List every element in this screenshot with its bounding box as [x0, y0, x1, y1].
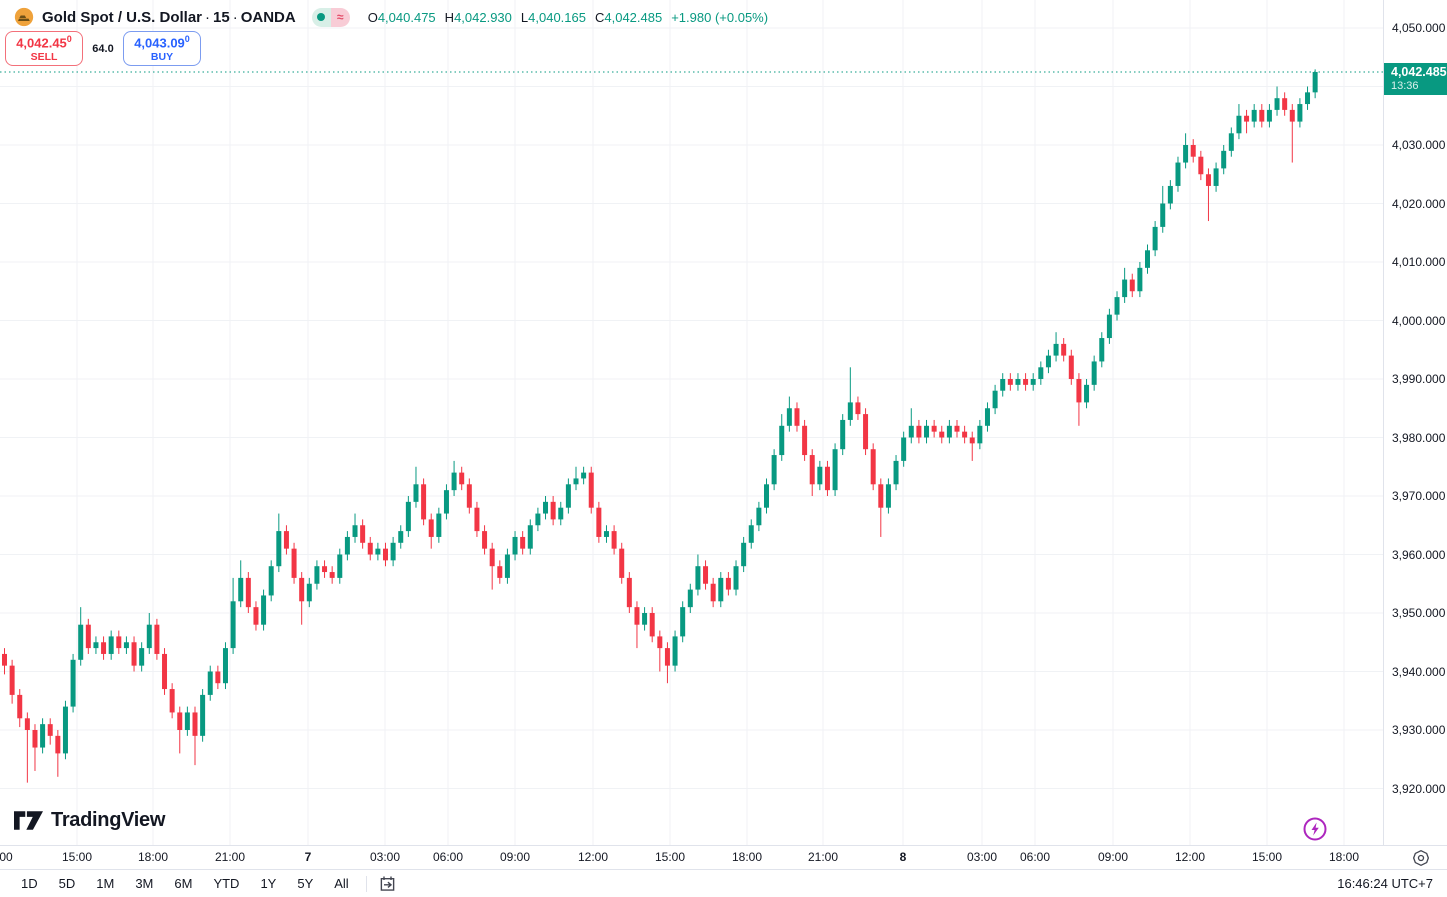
- time-tick-label: 12:00: [1174, 850, 1206, 864]
- price-tick-label: 3,960.000: [1392, 547, 1446, 562]
- price-tick-label: 3,940.000: [1392, 664, 1446, 679]
- range-button-1m[interactable]: 1M: [96, 876, 115, 891]
- tradingview-logo-icon: [14, 811, 43, 830]
- gold-coin-icon: [14, 7, 34, 27]
- range-button-all[interactable]: All: [334, 876, 349, 891]
- range-button-5y[interactable]: 5Y: [297, 876, 314, 891]
- range-button-1y[interactable]: 1Y: [260, 876, 277, 891]
- sell-button[interactable]: 4,042.450 SELL: [5, 31, 83, 66]
- time-tick-label: 09:00: [1097, 850, 1129, 864]
- market-open-icon[interactable]: [311, 7, 331, 27]
- buy-price: 4,043.090: [134, 33, 190, 51]
- time-tick-label: 18:00: [137, 850, 169, 864]
- candlestick-chart[interactable]: [0, 0, 1383, 845]
- time-tick-label: 18:00: [731, 850, 763, 864]
- sell-price: 4,042.450: [16, 33, 72, 51]
- spread-value: 64.0: [92, 42, 114, 55]
- time-tick-label: 06:00: [432, 850, 464, 864]
- price-tick-label: 4,010.000: [1392, 255, 1446, 269]
- tradingview-logo[interactable]: TradingView: [14, 809, 165, 832]
- price-tick-label: 3,920.000: [1392, 781, 1446, 796]
- time-tick-label: 03:00: [369, 850, 401, 864]
- toolbar-divider: [365, 875, 367, 892]
- price-tick-label: 4,020.000: [1392, 196, 1446, 211]
- boost-flash-icon[interactable]: [1302, 816, 1328, 842]
- time-tick-label: 06:00: [1019, 850, 1051, 864]
- time-tick-label: 15:00: [1251, 850, 1283, 864]
- price-axis[interactable]: 4,042.485 13:36 3,920.000 3,930.000 3,940.…: [1383, 0, 1447, 845]
- range-button-ytd[interactable]: YTD: [213, 876, 240, 891]
- range-buttons: 1D 5D 1M 3M 6M YTD 1Y 5Y All: [14, 874, 356, 893]
- price-tick-label: 3,980.000: [1392, 430, 1446, 445]
- ohlc-readout: O4,040.475 H4,042.930 L4,040.165 C4,042.…: [367, 9, 769, 25]
- tradingview-logo-text: TradingView: [51, 809, 166, 831]
- chart-region[interactable]: Gold Spot / U.S. Dollar · 15 · OANDA ≈ O4,04…: [0, 0, 1383, 845]
- time-tick-label: 18:00: [1328, 850, 1360, 864]
- time-axis[interactable]: 00 15:00 18:00 21:00 7 03:00 06:00 09:00 12:00 15…: [0, 845, 1447, 869]
- range-button-6m[interactable]: 6M: [174, 876, 193, 891]
- time-tick-label: 21:00: [807, 850, 839, 864]
- price-tick-label: 4,030.000: [1392, 138, 1446, 152]
- price-tick-label: 3,950.000: [1392, 606, 1446, 620]
- bar-countdown: 13:36: [1391, 79, 1419, 92]
- change-value: +1.980 (+0.05%): [671, 9, 769, 25]
- time-tick-label: 00: [0, 850, 13, 864]
- price-tick-label: 4,000.000: [1392, 313, 1446, 328]
- range-button-3m[interactable]: 3M: [135, 876, 154, 891]
- price-tick-label: 4,050.000: [1392, 21, 1446, 35]
- last-price-label: 4,042.485 13:36: [1384, 62, 1447, 95]
- time-tick-label: 15:00: [61, 850, 93, 864]
- time-tick-label: 7: [304, 850, 312, 864]
- buy-button[interactable]: 4,043.090 BUY: [123, 31, 201, 66]
- price-tick-label: 3,990.000: [1392, 372, 1446, 386]
- time-tick-label: 03:00: [966, 850, 998, 864]
- price-tick-label: 3,930.000: [1392, 723, 1446, 737]
- clock-utc[interactable]: 16:46:24 UTC+7: [1337, 876, 1433, 891]
- bottom-toolbar: 1D 5D 1M 3M 6M YTD 1Y 5Y All 16:46:24 UTC+7: [0, 869, 1447, 897]
- market-status-pill[interactable]: ≈: [311, 7, 350, 27]
- time-tick-label: 15:00: [654, 850, 686, 864]
- price-tick-label: 3,970.000: [1392, 489, 1446, 503]
- settings-icon[interactable]: [1411, 848, 1431, 868]
- symbol-header: Gold Spot / U.S. Dollar · 15 · OANDA ≈ O4,04…: [14, 7, 768, 27]
- symbol-title[interactable]: Gold Spot / U.S. Dollar · 15 · OANDA: [42, 8, 296, 26]
- last-price-value: 4,042.485: [1391, 64, 1447, 79]
- go-to-date-icon[interactable]: [377, 873, 398, 894]
- time-tick-label: 8: [899, 850, 907, 864]
- time-tick-label: 21:00: [214, 850, 246, 864]
- time-tick-label: 09:00: [499, 850, 531, 864]
- range-button-5d[interactable]: 5D: [58, 876, 76, 891]
- buy-sell-widget: 4,042.450 SELL 64.0 4,043.090 BUY: [5, 31, 201, 66]
- delayed-data-icon[interactable]: ≈: [330, 7, 350, 27]
- range-button-1d[interactable]: 1D: [21, 876, 38, 891]
- time-tick-label: 12:00: [577, 850, 609, 864]
